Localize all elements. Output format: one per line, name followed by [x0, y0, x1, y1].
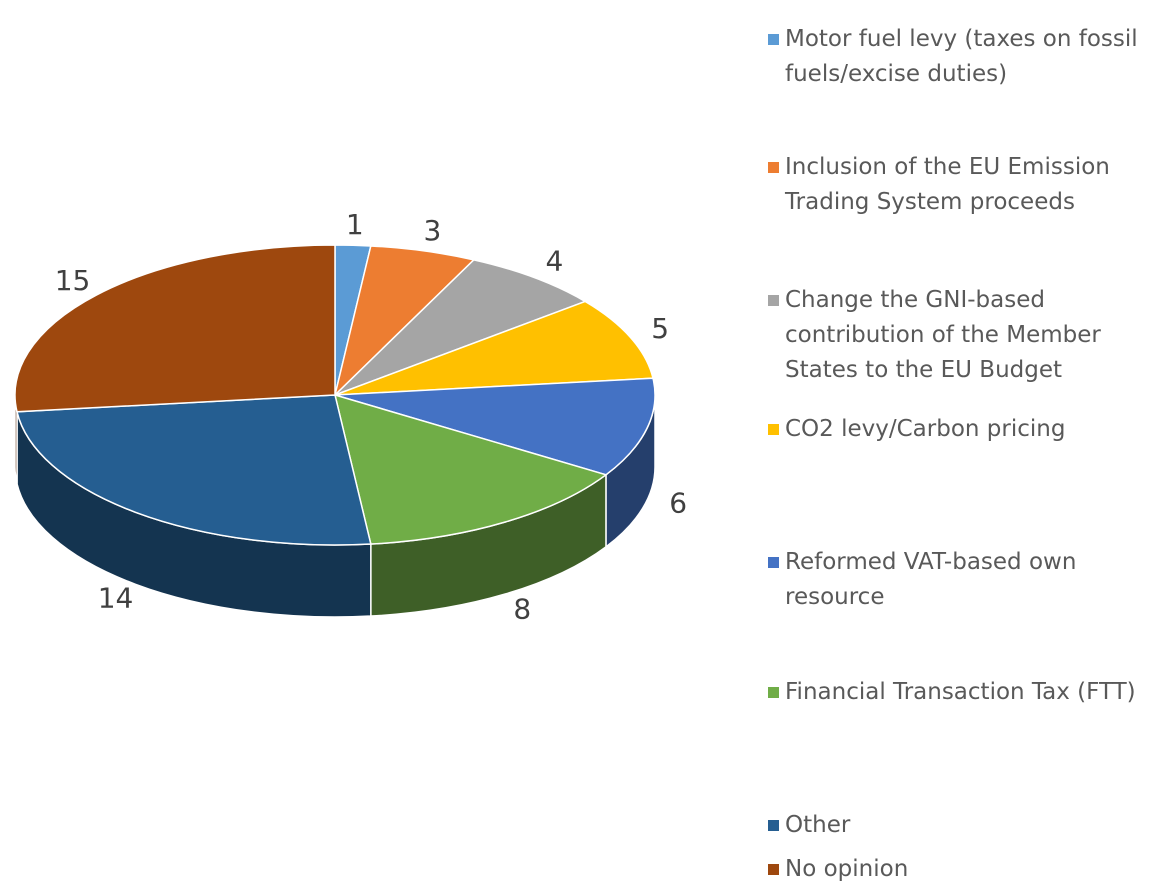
pie-slice — [333, 393, 608, 545]
data-label: 3 — [424, 214, 442, 247]
legend-item: Reformed VAT-based own resource — [768, 545, 1148, 615]
legend-label: Other — [785, 812, 851, 838]
legend-item: CO2 levy/Carbon pricing — [768, 412, 1148, 447]
legend-item: Change the GNI-based contribution of the… — [768, 283, 1148, 388]
legend-label: Change the GNI-based contribution of the… — [785, 287, 1101, 383]
legend-item: Inclusion of the EU Emission Trading Sys… — [768, 150, 1148, 220]
legend-item: Motor fuel levy (taxes on fossil fuels/e… — [768, 22, 1148, 92]
data-label: 1 — [346, 208, 364, 241]
legend-swatch — [768, 424, 779, 435]
legend-label: Inclusion of the EU Emission Trading Sys… — [785, 154, 1110, 215]
legend-swatch — [768, 820, 779, 831]
legend-label: Motor fuel levy (taxes on fossil fuels/e… — [785, 26, 1138, 87]
legend-swatch — [768, 162, 779, 173]
pie-slice — [334, 377, 656, 476]
legend-swatch — [768, 34, 779, 45]
data-label: 6 — [669, 487, 687, 520]
legend-label: No opinion — [785, 856, 909, 882]
legend-swatch — [768, 864, 779, 875]
pie-plot: 1 3 4 5 6 8 14 15 — [14, 208, 687, 626]
legend-label: CO2 levy/Carbon pricing — [785, 416, 1066, 442]
legend-item: No opinion — [768, 852, 1148, 887]
pie-slice — [16, 394, 372, 546]
data-label: 4 — [546, 244, 564, 277]
data-label: 5 — [651, 312, 669, 345]
legend-item: Other — [768, 808, 1148, 843]
legend-item: Financial Transaction Tax (FTT) — [768, 675, 1148, 710]
pie-slice — [334, 300, 654, 396]
legend-swatch — [768, 295, 779, 306]
legend-swatch — [768, 557, 779, 568]
data-label: 14 — [98, 582, 134, 615]
legend-label: Financial Transaction Tax (FTT) — [785, 679, 1136, 705]
legend-swatch — [768, 687, 779, 698]
data-label: 8 — [513, 593, 531, 626]
legend-label: Reformed VAT-based own resource — [785, 549, 1077, 610]
data-label: 15 — [55, 264, 91, 297]
pie-slice — [14, 244, 336, 413]
pie-slice — [334, 259, 587, 396]
